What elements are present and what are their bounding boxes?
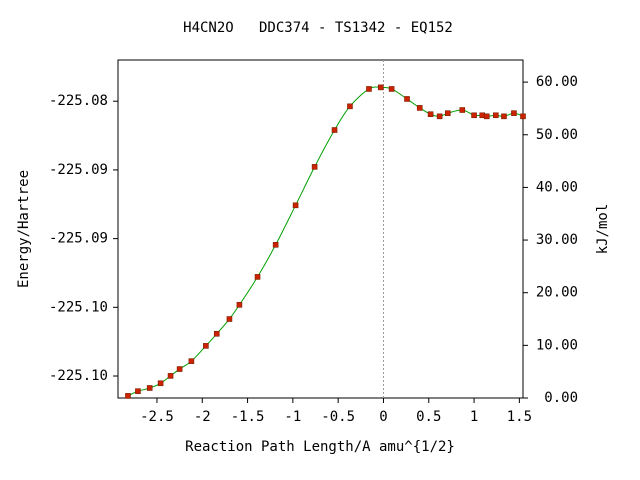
y-tick-label: -225.09 [49, 162, 108, 178]
point [416, 105, 423, 111]
y-tick-label: -225.10 [49, 299, 108, 315]
y2-tick-label: 10.00 [536, 337, 578, 353]
point [501, 113, 507, 120]
x-tick-label: -1 [284, 409, 301, 425]
point [292, 202, 299, 209]
point [444, 110, 451, 116]
point [146, 385, 153, 391]
point [135, 388, 141, 394]
point [511, 110, 517, 116]
y2-tick-label: 30.00 [536, 232, 578, 248]
point [213, 330, 220, 337]
y2-tick-label: 40.00 [536, 179, 578, 195]
x-tick-label: 1 [470, 409, 478, 425]
point [311, 164, 318, 170]
point [226, 316, 233, 322]
y2-tick-label: 50.00 [536, 127, 578, 143]
chart-title: H4CN2O DDC374 - TS1342 - EQ152 [183, 20, 453, 36]
x-tick-label: 0 [379, 409, 387, 425]
y-tick-label: -225.09 [49, 231, 108, 247]
point [331, 127, 338, 133]
y-axis-label: Energy/Hartree [16, 170, 32, 288]
point [254, 274, 261, 280]
y2-tick-label: 60.00 [536, 74, 578, 90]
y2-axis-label: kJ/mol [595, 204, 611, 255]
point [427, 111, 434, 118]
y-tick-label: -225.10 [49, 368, 108, 384]
point [483, 113, 490, 120]
x-tick-label: 1.5 [507, 409, 532, 425]
y-tick-label: -225.08 [49, 93, 108, 109]
point [366, 86, 372, 92]
x-tick-label: 0.5 [416, 409, 441, 425]
x-tick-label: -2 [194, 409, 211, 425]
x-tick-label: -1.5 [231, 409, 265, 425]
x-tick-label: -0.5 [321, 409, 355, 425]
point [188, 358, 195, 364]
point [236, 302, 243, 308]
point [377, 84, 384, 91]
point [176, 366, 183, 372]
point [436, 113, 443, 120]
plot-frame [117, 59, 524, 399]
point [125, 393, 131, 399]
point [203, 343, 209, 349]
point [404, 96, 410, 102]
point [167, 373, 174, 379]
point [459, 107, 466, 113]
point [493, 112, 499, 119]
point [272, 241, 279, 248]
point [157, 380, 164, 387]
point [347, 103, 353, 110]
x-tick-label: -2.5 [140, 409, 174, 425]
point [520, 113, 526, 120]
y2-tick-label: 20.00 [536, 285, 578, 301]
x-axis-label: Reaction Path Length/A amu^{1/2} [185, 439, 455, 455]
point [471, 112, 477, 119]
point [388, 86, 395, 92]
y2-tick-label: 0.00 [544, 390, 578, 406]
